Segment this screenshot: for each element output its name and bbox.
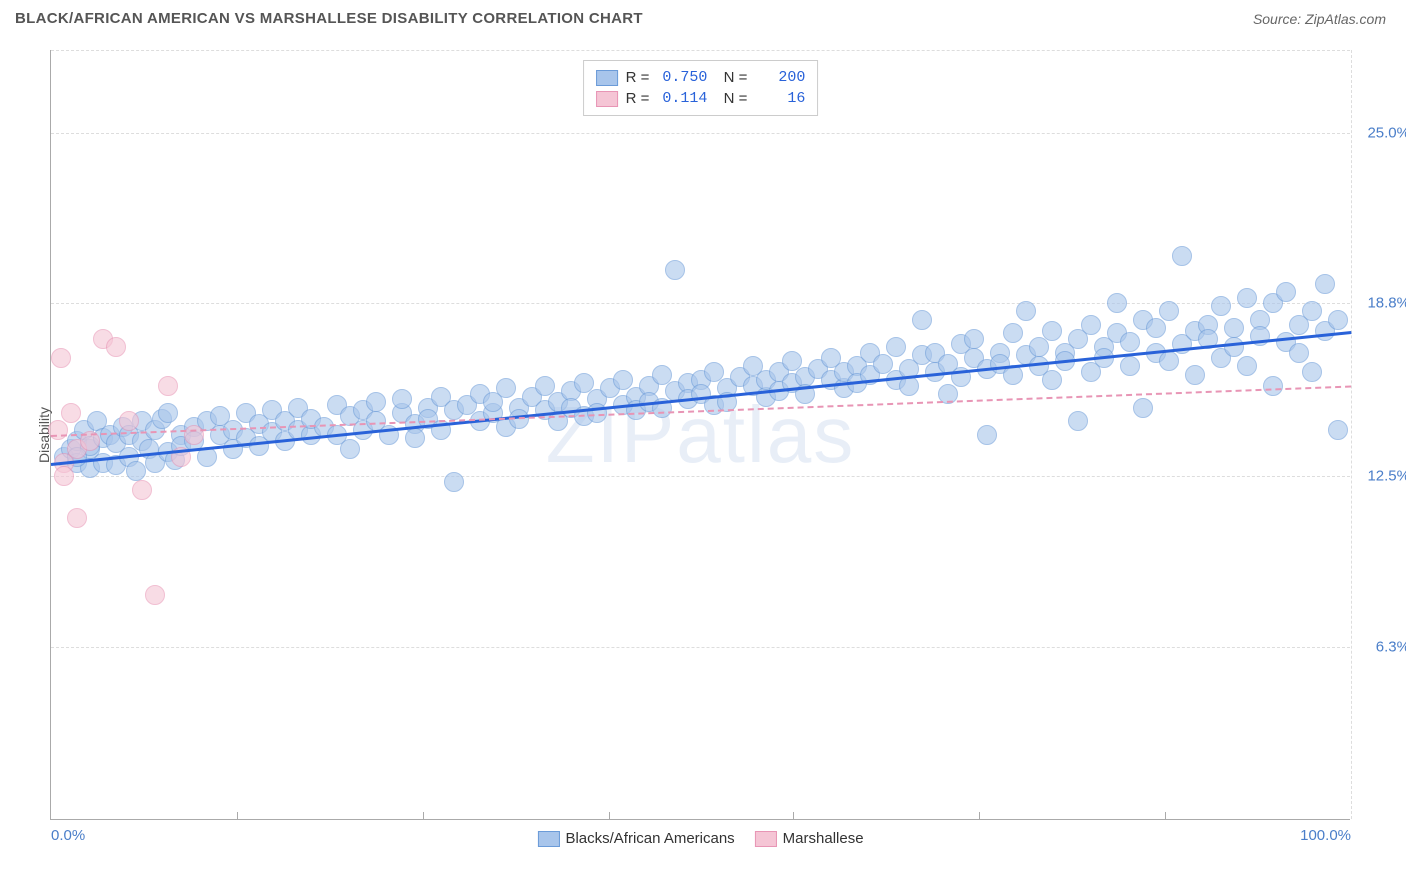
scatter-point bbox=[1081, 315, 1101, 335]
stat-r-value: 0.750 bbox=[657, 69, 707, 86]
scatter-point bbox=[964, 329, 984, 349]
x-minor-tick bbox=[423, 812, 424, 820]
scatter-point bbox=[977, 425, 997, 445]
gridline-vertical bbox=[1351, 50, 1352, 819]
y-tick-label: 12.5% bbox=[1355, 468, 1406, 485]
legend-bottom: Blacks/African Americans Marshallese bbox=[537, 830, 863, 847]
scatter-point bbox=[1237, 288, 1257, 308]
scatter-chart: ZIPatlas Disability R =0.750 N =200R =0.… bbox=[50, 50, 1350, 820]
stat-r-label: R = bbox=[626, 90, 650, 107]
scatter-point bbox=[405, 428, 425, 448]
scatter-point bbox=[1185, 365, 1205, 385]
scatter-point bbox=[392, 389, 412, 409]
scatter-point bbox=[1120, 332, 1140, 352]
x-minor-tick bbox=[609, 812, 610, 820]
scatter-point bbox=[1029, 337, 1049, 357]
stat-n-value: 200 bbox=[755, 69, 805, 86]
scatter-point bbox=[1016, 301, 1036, 321]
scatter-point bbox=[51, 348, 71, 368]
source-label: Source: ZipAtlas.com bbox=[1253, 11, 1386, 27]
scatter-point bbox=[126, 461, 146, 481]
scatter-point bbox=[496, 378, 516, 398]
y-tick-label: 6.3% bbox=[1355, 638, 1406, 655]
scatter-point bbox=[340, 439, 360, 459]
stat-r-value: 0.114 bbox=[657, 90, 707, 107]
legend-label: Marshallese bbox=[783, 830, 864, 847]
scatter-point bbox=[1224, 318, 1244, 338]
scatter-point bbox=[1172, 246, 1192, 266]
scatter-point bbox=[1263, 376, 1283, 396]
gridline-horizontal bbox=[51, 647, 1350, 648]
stats-row: R = 0.114 N = 16 bbox=[596, 88, 806, 109]
stat-n-label: N = bbox=[715, 69, 747, 86]
scatter-point bbox=[1133, 398, 1153, 418]
scatter-point bbox=[1159, 351, 1179, 371]
legend-swatch bbox=[596, 70, 618, 86]
stats-row: R = 0.750 N = 200 bbox=[596, 67, 806, 88]
y-tick-label: 18.8% bbox=[1355, 295, 1406, 312]
scatter-point bbox=[912, 310, 932, 330]
scatter-point bbox=[67, 508, 87, 528]
gridline-horizontal bbox=[51, 303, 1350, 304]
scatter-point bbox=[1003, 323, 1023, 343]
scatter-point bbox=[1302, 301, 1322, 321]
stat-n-value: 16 bbox=[755, 90, 805, 107]
scatter-point bbox=[119, 411, 139, 431]
legend-swatch bbox=[537, 831, 559, 847]
legend-item: Blacks/African Americans bbox=[537, 830, 734, 847]
scatter-point bbox=[158, 403, 178, 423]
stats-legend-box: R = 0.750 N = 200 R = 0.114 N = 16 bbox=[583, 60, 819, 116]
scatter-point bbox=[1328, 420, 1348, 440]
scatter-point bbox=[1146, 318, 1166, 338]
scatter-point bbox=[54, 466, 74, 486]
scatter-point bbox=[132, 480, 152, 500]
gridline-horizontal bbox=[51, 476, 1350, 477]
scatter-point bbox=[1224, 337, 1244, 357]
legend-item: Marshallese bbox=[755, 830, 864, 847]
x-minor-tick bbox=[793, 812, 794, 820]
scatter-point bbox=[1237, 356, 1257, 376]
scatter-point bbox=[1159, 301, 1179, 321]
scatter-point bbox=[665, 260, 685, 280]
x-minor-tick bbox=[1165, 812, 1166, 820]
scatter-point bbox=[1328, 310, 1348, 330]
scatter-point bbox=[1276, 282, 1296, 302]
scatter-point bbox=[1068, 411, 1088, 431]
legend-label: Blacks/African Americans bbox=[565, 830, 734, 847]
scatter-point bbox=[1107, 293, 1127, 313]
scatter-point bbox=[1120, 356, 1140, 376]
scatter-point bbox=[1042, 321, 1062, 341]
stat-n-label: N = bbox=[715, 90, 747, 107]
y-tick-label: 25.0% bbox=[1355, 124, 1406, 141]
legend-swatch bbox=[755, 831, 777, 847]
scatter-point bbox=[1289, 343, 1309, 363]
gridline-horizontal bbox=[51, 133, 1350, 134]
scatter-point bbox=[106, 337, 126, 357]
scatter-point bbox=[1302, 362, 1322, 382]
chart-header: BLACK/AFRICAN AMERICAN VS MARSHALLESE DI… bbox=[0, 0, 1406, 32]
scatter-point bbox=[145, 585, 165, 605]
scatter-point bbox=[184, 425, 204, 445]
scatter-point bbox=[1315, 274, 1335, 294]
x-minor-tick bbox=[237, 812, 238, 820]
scatter-point bbox=[366, 392, 386, 412]
chart-title: BLACK/AFRICAN AMERICAN VS MARSHALLESE DI… bbox=[15, 10, 643, 27]
x-minor-tick bbox=[979, 812, 980, 820]
gridline-horizontal bbox=[51, 50, 1350, 51]
scatter-point bbox=[61, 403, 81, 423]
scatter-point bbox=[444, 472, 464, 492]
legend-swatch bbox=[596, 91, 618, 107]
scatter-point bbox=[886, 337, 906, 357]
scatter-point bbox=[1042, 370, 1062, 390]
x-tick-label: 100.0% bbox=[1300, 827, 1351, 844]
scatter-point bbox=[1211, 296, 1231, 316]
trend-line bbox=[51, 331, 1351, 466]
x-tick-label: 0.0% bbox=[51, 827, 85, 844]
scatter-point bbox=[158, 376, 178, 396]
stat-r-label: R = bbox=[626, 69, 650, 86]
